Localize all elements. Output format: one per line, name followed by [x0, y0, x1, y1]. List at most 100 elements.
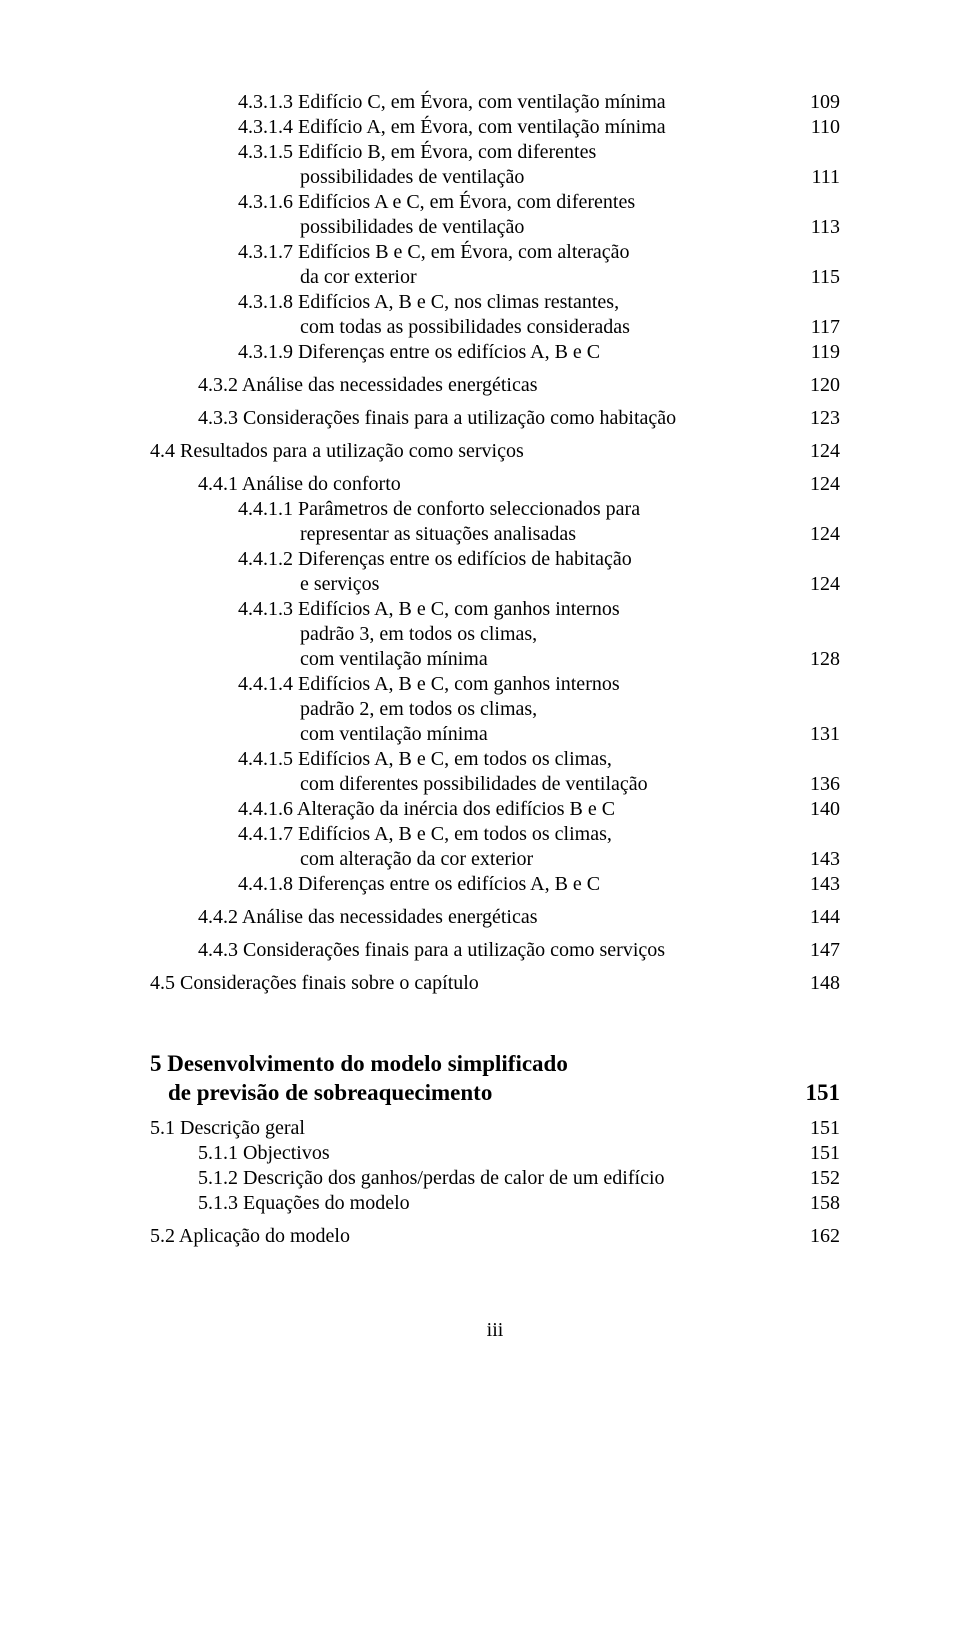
- toc-line: 4.4 Resultados para a utilização como se…: [150, 439, 840, 464]
- toc-page-number: 123: [792, 406, 840, 431]
- toc-page-number: 115: [792, 265, 840, 290]
- toc-line: da cor exterior115: [150, 265, 840, 290]
- toc-page-number: 124: [792, 522, 840, 547]
- toc-label: padrão 3, em todos os climas,: [300, 622, 792, 647]
- toc-label: 4.3.2 Análise das necessidades energétic…: [198, 373, 792, 398]
- toc-page-number: 128: [792, 647, 840, 672]
- spacer: [150, 431, 840, 439]
- spacer: [150, 398, 840, 406]
- toc-label: 5.1.3 Equações do modelo: [198, 1191, 792, 1216]
- toc-label: 4.3.1.9 Diferenças entre os edifícios A,…: [238, 340, 792, 365]
- toc-label: 4.4.2 Análise das necessidades energétic…: [198, 905, 792, 930]
- toc-page-number: 140: [792, 797, 840, 822]
- toc-label: com alteração da cor exterior: [300, 847, 792, 872]
- toc-page-number: 113: [792, 215, 840, 240]
- toc-label: 4.5 Considerações finais sobre o capítul…: [150, 971, 792, 996]
- toc-page-number: 110: [792, 115, 840, 140]
- toc-label: com ventilação mínima: [300, 647, 792, 672]
- toc-label: 4.4.3 Considerações finais para a utiliz…: [198, 938, 792, 963]
- toc-line: 4.4.1.4 Edifícios A, B e C, com ganhos i…: [150, 672, 840, 697]
- toc-line: e serviços124: [150, 572, 840, 597]
- toc-line: com ventilação mínima131: [150, 722, 840, 747]
- toc-line: 4.3.2 Análise das necessidades energétic…: [150, 373, 840, 398]
- toc-line: 4.4.1.3 Edifícios A, B e C, com ganhos i…: [150, 597, 840, 622]
- toc-line: 4.3.1.9 Diferenças entre os edifícios A,…: [150, 340, 840, 365]
- toc-line: 4.4.1.7 Edifícios A, B e C, em todos os …: [150, 822, 840, 847]
- toc-page-number: 151: [792, 1141, 840, 1166]
- toc-label: 4.4.1.3 Edifícios A, B e C, com ganhos i…: [238, 597, 792, 622]
- toc-line: possibilidades de ventilação111: [150, 165, 840, 190]
- toc-label: com ventilação mínima: [300, 722, 792, 747]
- toc-line: padrão 3, em todos os climas,: [150, 622, 840, 647]
- chapter-title-line2: de previsão de sobreaquecimento 151: [150, 1079, 840, 1108]
- toc-line: 4.3.3 Considerações finais para a utiliz…: [150, 406, 840, 431]
- toc-line: 4.4.1.8 Diferenças entre os edifícios A,…: [150, 872, 840, 897]
- toc-page-number: 124: [792, 439, 840, 464]
- toc-label: 4.4.1 Análise do conforto: [198, 472, 792, 497]
- chapter-title-text: de previsão de sobreaquecimento: [168, 1079, 492, 1108]
- toc-label: 5.1 Descrição geral: [150, 1116, 792, 1141]
- toc-line: 4.5 Considerações finais sobre o capítul…: [150, 971, 840, 996]
- toc-line: 4.4.1.1 Parâmetros de conforto seleccion…: [150, 497, 840, 522]
- toc-label: 4.4.1.1 Parâmetros de conforto seleccion…: [238, 497, 792, 522]
- toc-line: 4.3.1.3 Edifício C, em Évora, com ventil…: [150, 90, 840, 115]
- spacer: [150, 1108, 840, 1116]
- toc-page-number: 162: [792, 1224, 840, 1249]
- toc-label: 4.3.1.3 Edifício C, em Évora, com ventil…: [238, 90, 792, 115]
- toc-label: 4.4.1.4 Edifícios A, B e C, com ganhos i…: [238, 672, 792, 697]
- toc-line: 5.1.3 Equações do modelo158: [150, 1191, 840, 1216]
- spacer: [150, 930, 840, 938]
- toc-page-number: 158: [792, 1191, 840, 1216]
- toc-line: 4.3.1.5 Edifício B, em Évora, com difere…: [150, 140, 840, 165]
- toc-line: 4.3.1.7 Edifícios B e C, em Évora, com a…: [150, 240, 840, 265]
- toc-page-number: 151: [792, 1116, 840, 1141]
- toc-label: 4.3.3 Considerações finais para a utiliz…: [198, 406, 792, 431]
- toc-line: 4.3.1.8 Edifícios A, B e C, nos climas r…: [150, 290, 840, 315]
- toc-line: 5.1 Descrição geral151: [150, 1116, 840, 1141]
- toc-page-number: 120: [792, 373, 840, 398]
- toc-line: com diferentes possibilidades de ventila…: [150, 772, 840, 797]
- toc-label: representar as situações analisadas: [300, 522, 792, 547]
- toc-page-number: 117: [792, 315, 840, 340]
- toc-line: 5.1.1 Objectivos151: [150, 1141, 840, 1166]
- toc-label: 4.4 Resultados para a utilização como se…: [150, 439, 792, 464]
- toc-line: padrão 2, em todos os climas,: [150, 697, 840, 722]
- toc-label: da cor exterior: [300, 265, 792, 290]
- toc-label: com todas as possibilidades consideradas: [300, 315, 792, 340]
- page: 4.3.1.3 Edifício C, em Évora, com ventil…: [0, 0, 960, 1402]
- toc-page-number: 119: [792, 340, 840, 365]
- toc-line: com alteração da cor exterior143: [150, 847, 840, 872]
- toc-line: 5.1.2 Descrição dos ganhos/perdas de cal…: [150, 1166, 840, 1191]
- toc-line: possibilidades de ventilação113: [150, 215, 840, 240]
- toc-label: 5.2 Aplicação do modelo: [150, 1224, 792, 1249]
- toc-label: 4.4.1.6 Alteração da inércia dos edifíci…: [238, 797, 792, 822]
- toc-label: 4.3.1.5 Edifício B, em Évora, com difere…: [238, 140, 792, 165]
- chapter-title-line1: 5 Desenvolvimento do modelo simplificado: [150, 1050, 840, 1079]
- toc-line: representar as situações analisadas124: [150, 522, 840, 547]
- toc-label: 5.1.2 Descrição dos ganhos/perdas de cal…: [198, 1166, 792, 1191]
- toc-page-number: 152: [792, 1166, 840, 1191]
- toc-label: possibilidades de ventilação: [300, 165, 792, 190]
- toc-label: 4.4.1.5 Edifícios A, B e C, em todos os …: [238, 747, 792, 772]
- toc-label: 4.3.1.6 Edifícios A e C, em Évora, com d…: [238, 190, 792, 215]
- toc-line: 4.4.1.6 Alteração da inércia dos edifíci…: [150, 797, 840, 822]
- toc-label: 4.3.1.4 Edifício A, em Évora, com ventil…: [238, 115, 792, 140]
- chapter-page-number: 151: [792, 1079, 840, 1108]
- toc-label: e serviços: [300, 572, 792, 597]
- toc-label: 4.3.1.7 Edifícios B e C, em Évora, com a…: [238, 240, 792, 265]
- toc-label: 4.3.1.8 Edifícios A, B e C, nos climas r…: [238, 290, 792, 315]
- toc-page-number: 147: [792, 938, 840, 963]
- toc-line: 4.4.3 Considerações finais para a utiliz…: [150, 938, 840, 963]
- toc-label: possibilidades de ventilação: [300, 215, 792, 240]
- toc-page-number: 136: [792, 772, 840, 797]
- toc-line: com todas as possibilidades consideradas…: [150, 315, 840, 340]
- toc-label: 4.4.1.7 Edifícios A, B e C, em todos os …: [238, 822, 792, 847]
- toc-line: 4.4.1.5 Edifícios A, B e C, em todos os …: [150, 747, 840, 772]
- toc-line: 4.3.1.4 Edifício A, em Évora, com ventil…: [150, 115, 840, 140]
- spacer: [150, 464, 840, 472]
- toc-page-number: 109: [792, 90, 840, 115]
- toc-line: 4.4.2 Análise das necessidades energétic…: [150, 905, 840, 930]
- toc-page-number: 143: [792, 847, 840, 872]
- toc-line: 4.4.1 Análise do conforto124: [150, 472, 840, 497]
- spacer: [150, 365, 840, 373]
